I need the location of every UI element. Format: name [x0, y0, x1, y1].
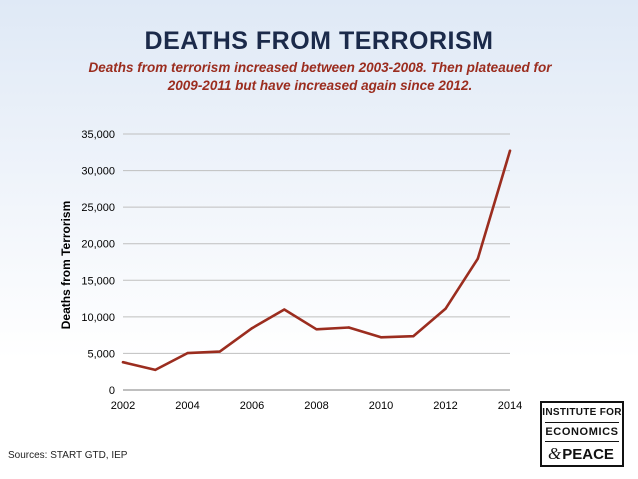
- chart-subtitle: Deaths from terrorism increased between …: [40, 59, 600, 95]
- subtitle-line-2: 2009-2011 but have increased again since…: [167, 78, 473, 93]
- logo-peace: PEACE: [562, 446, 614, 463]
- logo-line-1: INSTITUTE FOR: [542, 407, 622, 418]
- x-tick-label-2002: 2002: [111, 400, 135, 412]
- page-title: DEATHS FROM TERRORISM: [144, 27, 494, 55]
- logo-rule-bottom: [545, 441, 619, 442]
- y-tick-label-20000: 20,000: [81, 239, 115, 251]
- x-tick-label-2006: 2006: [240, 400, 264, 412]
- y-tick-label-35000: 35,000: [81, 129, 115, 141]
- data-point-2003: [154, 368, 157, 372]
- data-point-2014: [508, 149, 512, 153]
- y-tick-label-15000: 15,000: [81, 275, 115, 287]
- logo-ampersand: &: [548, 444, 562, 463]
- x-tick-label-2004: 2004: [175, 400, 199, 412]
- y-tick-label-0: 0: [109, 385, 115, 397]
- data-point-2009: [347, 326, 350, 329]
- x-tick-label-2014: 2014: [498, 400, 522, 412]
- x-tick-label-2010: 2010: [369, 400, 393, 412]
- iep-logo: INSTITUTE FOR ECONOMICS &PEACE: [540, 401, 624, 467]
- data-point-2004: [186, 351, 189, 355]
- y-tick-label-30000: 30,000: [81, 166, 115, 178]
- data-point-2008: [315, 328, 318, 331]
- y-axis-title: Deaths from Terrorism: [59, 200, 73, 330]
- source-note: Sources: START GTD, IEP: [8, 450, 128, 461]
- data-point-2002: [121, 361, 125, 364]
- series-line-0: [121, 149, 512, 372]
- data-point-2012: [444, 307, 447, 311]
- logo-rule-top: [545, 422, 619, 423]
- subtitle-line-1: Deaths from terrorism increased between …: [88, 60, 552, 75]
- y-tick-label-10000: 10,000: [81, 312, 115, 324]
- logo-line-3: &PEACE: [548, 444, 614, 464]
- data-point-2011: [412, 335, 415, 338]
- y-tick-label-25000: 25,000: [81, 202, 115, 214]
- logo-line-2: ECONOMICS: [545, 426, 619, 438]
- data-point-2010: [379, 336, 383, 339]
- data-point-2005: [218, 350, 221, 353]
- x-tick-label-2012: 2012: [433, 400, 457, 412]
- y-tick-label-5000: 5,000: [87, 348, 115, 360]
- data-point-2007: [283, 308, 286, 311]
- x-tick-label-2008: 2008: [304, 400, 328, 412]
- data-point-2013: [476, 257, 479, 260]
- data-point-2006: [250, 326, 254, 330]
